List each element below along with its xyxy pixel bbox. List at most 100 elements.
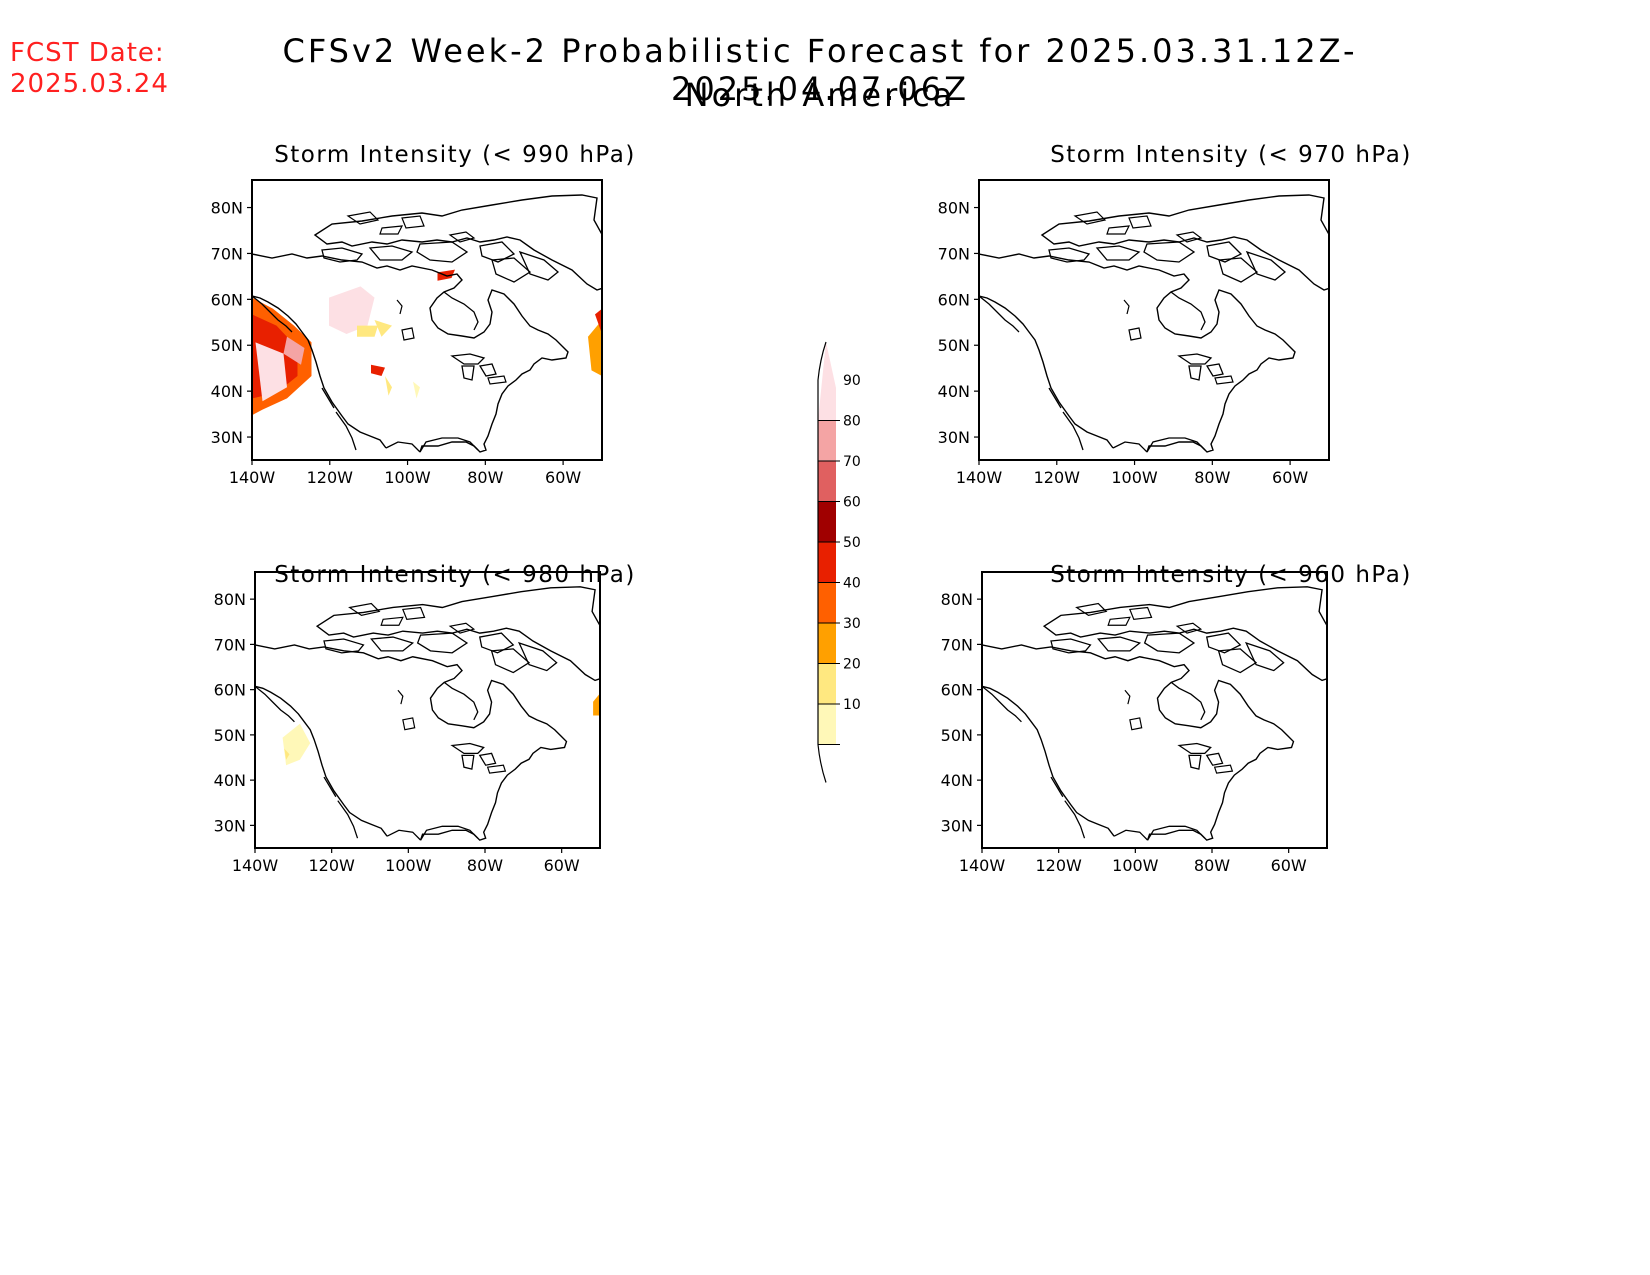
lat-tick-label: 40N — [941, 771, 973, 790]
lat-tick-label: 50N — [938, 336, 970, 355]
probability-area — [413, 381, 420, 399]
lon-tick-label: 60W — [1271, 856, 1307, 875]
lat-tick-label: 40N — [214, 771, 246, 790]
colorbar-swatch — [818, 623, 836, 664]
forecast-date-label: FCST Date: — [10, 38, 165, 68]
colorbar: 10 20 30 40 50 60 70 80 90 — [817, 341, 861, 783]
lon-tick-label: 60W — [1272, 468, 1308, 487]
map-970: 80N 70N 60N 50N 40N 30N 140W 120W 100W 80W 60W — [938, 179, 1330, 487]
map-frame — [251, 179, 603, 461]
map-frame — [981, 571, 1328, 849]
lat-tick-label: 80N — [941, 590, 973, 609]
colorbar-top — [817, 341, 827, 381]
coastline — [255, 586, 600, 841]
colorbar-label: 40 — [843, 576, 861, 592]
main-title: CFSv2 Week-2 Probabilistic Forecast for … — [282, 32, 1358, 108]
panel-title-990: Storm Intensity (< 990 hPa) — [274, 142, 636, 168]
lon-tick-label: 140W — [959, 856, 1006, 875]
colorbar-label: 70 — [843, 454, 861, 470]
lon-tick-label: 120W — [1035, 856, 1082, 875]
map-frame — [978, 179, 1330, 461]
colorbar-swatch — [818, 704, 836, 745]
lon-tick-label: 60W — [545, 468, 581, 487]
probability-area — [385, 376, 392, 396]
colorbar-label: 60 — [843, 495, 861, 511]
lat-tick-label: 80N — [938, 199, 970, 218]
lat-tick-label: 70N — [211, 244, 243, 263]
probability-area — [282, 723, 311, 766]
lon-tick-label: 100W — [1111, 468, 1158, 487]
colorbar-label: 50 — [843, 535, 861, 551]
forecast-date-value: 2025.03.24 — [10, 69, 169, 99]
panel-title-960: Storm Intensity (< 960 hPa) — [1050, 562, 1412, 588]
colorbar-label: 10 — [843, 697, 861, 713]
probability-area — [329, 286, 375, 334]
lon-tick-label: 140W — [956, 468, 1003, 487]
colorbar-swatch — [818, 461, 836, 502]
lon-tick-label: 120W — [308, 856, 355, 875]
lon-tick-label: 80W — [467, 856, 503, 875]
lat-tick-label: 60N — [941, 681, 973, 700]
colorbar-label: 20 — [843, 657, 861, 673]
forecast-date-block: FCST Date: 2025.03.24 — [10, 38, 169, 100]
panel-title-980: Storm Intensity (< 980 hPa) — [274, 562, 636, 588]
lat-tick-label: 30N — [214, 816, 246, 835]
lat-tick-label: 70N — [938, 244, 970, 263]
probability-area — [374, 320, 392, 337]
map-frame — [254, 571, 601, 849]
map-990: 80N 70N 60N 50N 40N 30N 140W 120W 100W 80W 60W — [211, 179, 603, 487]
lat-tick-label: 60N — [214, 681, 246, 700]
colorbar-swatch — [818, 420, 836, 461]
probability-area — [371, 364, 385, 376]
colorbar-swatch — [818, 542, 836, 583]
lon-tick-label: 120W — [1034, 468, 1081, 487]
probability-area — [284, 748, 290, 760]
lat-tick-label: 70N — [214, 635, 246, 654]
probability-area — [255, 342, 287, 402]
lon-tick-label: 100W — [1112, 856, 1159, 875]
lat-tick-label: 40N — [938, 382, 970, 401]
lon-tick-label: 140W — [232, 856, 279, 875]
probability-area — [595, 308, 602, 334]
colorbar-label: 30 — [843, 616, 861, 632]
lat-tick-label: 70N — [941, 635, 973, 654]
lat-tick-label: 30N — [941, 816, 973, 835]
panel-title-970: Storm Intensity (< 970 hPa) — [1050, 142, 1412, 168]
coastline — [252, 194, 602, 453]
lon-tick-label: 60W — [544, 856, 580, 875]
probability-area — [593, 693, 600, 716]
colorbar-swatch — [818, 663, 836, 704]
probability-area — [588, 320, 602, 376]
lat-tick-label: 40N — [211, 382, 243, 401]
lat-tick-label: 30N — [938, 428, 970, 447]
probability-area — [357, 325, 378, 337]
lon-tick-label: 100W — [384, 468, 431, 487]
map-panels: 80N 70N 60N 50N 40N 30N 140W 120W 100W 80W 60W 80N 7… — [211, 179, 1330, 875]
map-980: 80N 70N 60N 50N 40N 30N 140W 120W 100W 80W 60W — [214, 571, 601, 875]
coastline — [979, 194, 1329, 453]
map-960: 80N 70N 60N 50N 40N 30N 140W 120W 100W 80W 60W — [941, 571, 1328, 875]
colorbar-swatch — [818, 342, 836, 421]
lon-tick-label: 80W — [1194, 468, 1230, 487]
lon-tick-label: 100W — [385, 856, 432, 875]
probability-area — [283, 336, 305, 365]
lat-tick-label: 80N — [211, 199, 243, 218]
lat-tick-label: 60N — [211, 290, 243, 309]
lon-tick-label: 80W — [467, 468, 503, 487]
lat-tick-label: 50N — [214, 726, 246, 745]
lat-tick-label: 60N — [938, 290, 970, 309]
lat-tick-label: 80N — [214, 590, 246, 609]
colorbar-tail — [817, 744, 827, 783]
lon-tick-label: 80W — [1194, 856, 1230, 875]
lon-tick-label: 140W — [229, 468, 276, 487]
lat-tick-label: 50N — [211, 336, 243, 355]
lat-tick-label: 50N — [941, 726, 973, 745]
colorbar-swatch — [818, 501, 836, 542]
lat-tick-label: 30N — [211, 428, 243, 447]
lon-tick-label: 120W — [307, 468, 354, 487]
region-title: North America — [684, 76, 956, 114]
colorbar-label: 90 — [843, 373, 861, 389]
coastline — [982, 586, 1327, 841]
colorbar-label: 80 — [843, 414, 861, 430]
